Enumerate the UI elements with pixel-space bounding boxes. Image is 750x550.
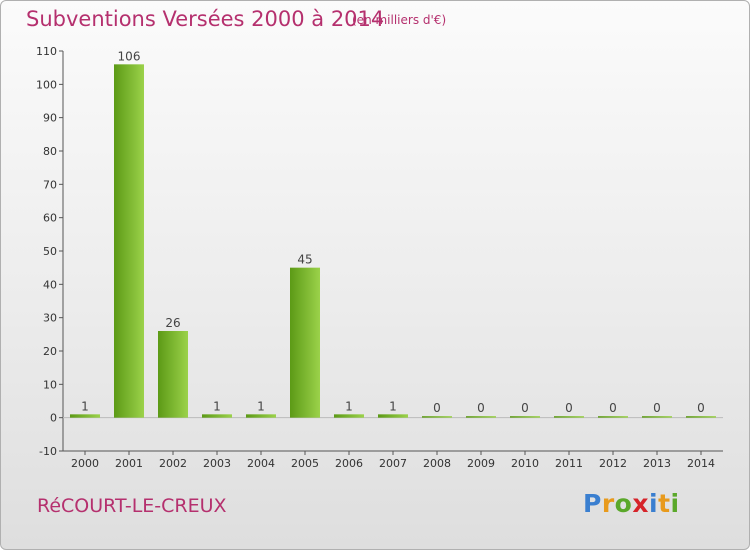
logo-letter: P	[583, 489, 602, 518]
y-tick-label: 80	[43, 145, 57, 158]
y-tick-label: 60	[43, 212, 57, 225]
bar-value-label: 45	[297, 253, 312, 267]
bar	[598, 416, 628, 418]
bar-value-label: 1	[81, 399, 89, 413]
bar	[158, 331, 188, 418]
bar-value-label: 1	[389, 399, 397, 413]
bar	[246, 414, 276, 418]
x-tick-label: 2011	[555, 457, 583, 470]
x-tick-label: 2008	[423, 457, 451, 470]
bar-value-label: 0	[609, 401, 617, 415]
y-tick-label: 50	[43, 245, 57, 258]
bar-value-label: 1	[213, 399, 221, 413]
bar	[642, 416, 672, 418]
proxiti-logo: Proxiti	[583, 489, 680, 518]
x-tick-label: 2001	[115, 457, 143, 470]
x-tick-label: 2013	[643, 457, 671, 470]
bar	[422, 416, 452, 418]
y-tick-label: 20	[43, 345, 57, 358]
bar	[510, 416, 540, 418]
y-tick-label: 0	[50, 412, 57, 425]
x-tick-label: 2005	[291, 457, 319, 470]
bar-value-label: 0	[477, 401, 485, 415]
logo-letter: x	[632, 489, 649, 518]
x-tick-label: 2002	[159, 457, 187, 470]
commune-name: RéCOURT-LE-CREUX	[37, 495, 227, 517]
bar-value-label: 0	[697, 401, 705, 415]
x-tick-label: 2010	[511, 457, 539, 470]
x-tick-label: 2003	[203, 457, 231, 470]
bar	[686, 416, 716, 418]
bar	[202, 414, 232, 418]
bar	[378, 414, 408, 418]
chart-subtitle: (en milliers d'€)	[352, 13, 447, 27]
bar	[290, 267, 320, 418]
x-tick-label: 2014	[687, 457, 715, 470]
bar-value-label: 26	[165, 316, 180, 330]
x-tick-label: 2009	[467, 457, 495, 470]
chart-title: Subventions Versées 2000 à 2014	[26, 7, 385, 31]
bar	[114, 64, 144, 418]
bar-value-label: 0	[521, 401, 529, 415]
x-tick-label: 2006	[335, 457, 363, 470]
y-tick-label: 100	[36, 78, 57, 91]
bar	[334, 414, 364, 418]
logo-letter: o	[614, 489, 633, 518]
bar	[466, 416, 496, 418]
x-tick-label: 2007	[379, 457, 407, 470]
y-tick-label: 10	[43, 378, 57, 391]
bar-value-label: 0	[565, 401, 573, 415]
bar-value-label: 0	[433, 401, 441, 415]
x-tick-label: 2000	[71, 457, 99, 470]
bar-value-label: 1	[345, 399, 353, 413]
logo-letter: t	[658, 489, 671, 518]
logo-letter: r	[601, 489, 615, 518]
bar	[554, 416, 584, 418]
bar	[70, 414, 100, 418]
y-tick-label: -10	[39, 445, 57, 458]
y-tick-label: 70	[43, 178, 57, 191]
y-tick-label: 40	[43, 278, 57, 291]
logo-letter: i	[649, 489, 659, 518]
x-tick-label: 2004	[247, 457, 275, 470]
logo-letter: i	[670, 489, 680, 518]
y-tick-label: 110	[36, 45, 57, 58]
bar-value-label: 1	[257, 399, 265, 413]
y-tick-label: 90	[43, 112, 57, 125]
bar-value-label: 106	[118, 49, 141, 63]
y-tick-label: 30	[43, 312, 57, 325]
x-tick-label: 2012	[599, 457, 627, 470]
bar-value-label: 0	[653, 401, 661, 415]
